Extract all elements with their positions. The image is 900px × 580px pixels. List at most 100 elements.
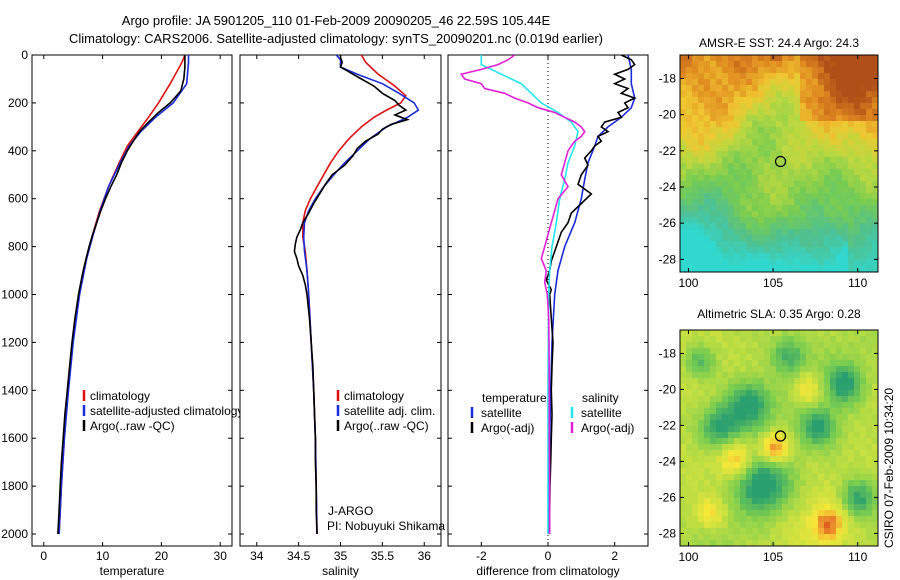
sst-map-cell bbox=[776, 103, 783, 110]
sla-map-cell bbox=[764, 438, 771, 445]
sst-map-cell bbox=[806, 253, 813, 260]
sla-map-cell bbox=[692, 414, 699, 421]
sst-map-cell bbox=[800, 127, 807, 134]
sst-map-cell bbox=[776, 151, 783, 158]
sst-map-cell bbox=[716, 217, 723, 224]
sla-map-cell bbox=[728, 450, 735, 457]
sst-map-cell bbox=[818, 193, 825, 200]
sla-map-cell bbox=[686, 498, 693, 505]
sla-map-cell bbox=[728, 486, 735, 493]
sst-map-cell bbox=[848, 145, 855, 152]
sla-map-cell bbox=[728, 354, 735, 361]
sla-map-cell bbox=[842, 426, 849, 433]
sst-map-cell bbox=[788, 85, 795, 92]
sst-map-cell bbox=[710, 229, 717, 236]
sst-map-cell bbox=[734, 205, 741, 212]
sst-map-cell bbox=[716, 205, 723, 212]
temperature-legend-label: Argo(..raw -QC) bbox=[90, 419, 175, 433]
sla-map-cell bbox=[698, 480, 705, 487]
sst-map-cell bbox=[824, 253, 831, 260]
sla-map-cell bbox=[764, 360, 771, 367]
sla-map-cell bbox=[782, 510, 789, 517]
sst-map-cell bbox=[872, 133, 879, 140]
sst-map-cell bbox=[824, 241, 831, 248]
sla-map-cell bbox=[842, 408, 849, 415]
sst-map-cell bbox=[848, 217, 855, 224]
sst-map-cell bbox=[710, 211, 717, 218]
sla-map-cell bbox=[860, 408, 867, 415]
sst-map-cell bbox=[686, 109, 693, 116]
sst-map-cell bbox=[818, 157, 825, 164]
sst-map-cell bbox=[716, 91, 723, 98]
sst-map-cell bbox=[752, 61, 759, 68]
sla-map-cell bbox=[830, 540, 837, 547]
sst-map-cell bbox=[788, 73, 795, 80]
sst-map-cell bbox=[698, 109, 705, 116]
sst-map-cell bbox=[776, 139, 783, 146]
sst-map-cell bbox=[764, 127, 771, 134]
sst-map-cell bbox=[692, 199, 699, 206]
sst-map-cell bbox=[722, 199, 729, 206]
sla-map-cell bbox=[830, 510, 837, 517]
sst-map-cell bbox=[680, 193, 687, 200]
sla-map-cell bbox=[806, 498, 813, 505]
sla-map-cell bbox=[872, 534, 879, 541]
sst-map-cell bbox=[782, 187, 789, 194]
sst-map-cell bbox=[836, 127, 843, 134]
sst-map-cell bbox=[788, 127, 795, 134]
sla-map-cell bbox=[818, 420, 825, 427]
sst-map-cell bbox=[716, 223, 723, 230]
sst-map-cell bbox=[752, 235, 759, 242]
sla-map-cell bbox=[704, 462, 711, 469]
sst-map-cell bbox=[716, 265, 723, 272]
sla-map-cell bbox=[866, 480, 873, 487]
sst-map-cell bbox=[722, 223, 729, 230]
sst-map-cell bbox=[818, 217, 825, 224]
sst-map-cell bbox=[848, 199, 855, 206]
sla-map-cell bbox=[806, 480, 813, 487]
sst-map-cell bbox=[788, 157, 795, 164]
sst-map-cell bbox=[758, 217, 765, 224]
sla-map-cell bbox=[752, 366, 759, 373]
difference-legend-heading: temperature bbox=[482, 391, 547, 405]
sla-map-cell bbox=[698, 474, 705, 481]
sst-map-cell bbox=[818, 241, 825, 248]
sst-map-cell bbox=[686, 85, 693, 92]
sla-map-cell bbox=[866, 450, 873, 457]
sst-map-cell bbox=[824, 61, 831, 68]
sla-map-cell bbox=[842, 420, 849, 427]
sla-map-cell bbox=[692, 360, 699, 367]
sst-map-cell bbox=[752, 241, 759, 248]
sst-map-cell bbox=[740, 151, 747, 158]
sst-map-cell bbox=[716, 259, 723, 266]
sst-map-cell bbox=[812, 265, 819, 272]
sla-map-cell bbox=[746, 336, 753, 343]
sla-map-cell bbox=[680, 354, 687, 361]
sla-map-cell bbox=[698, 372, 705, 379]
sla-map-cell bbox=[686, 402, 693, 409]
sla-map-cell bbox=[740, 534, 747, 541]
sla-map-cell bbox=[680, 504, 687, 511]
sst-map-cell bbox=[800, 115, 807, 122]
sst-map-cell bbox=[830, 241, 837, 248]
sla-map-cell bbox=[704, 516, 711, 523]
sst-map-cell bbox=[794, 151, 801, 158]
sla-map-cell bbox=[818, 450, 825, 457]
sst-map-cell bbox=[692, 79, 699, 86]
sst-map-cell bbox=[818, 247, 825, 254]
sst-map-cell bbox=[692, 169, 699, 176]
sst-map-cell bbox=[716, 55, 723, 62]
sst-map-cell bbox=[806, 73, 813, 80]
sla-map-cell bbox=[848, 420, 855, 427]
sst-map-cell bbox=[680, 211, 687, 218]
sst-map-cell bbox=[848, 109, 855, 116]
sst-map-cell bbox=[854, 133, 861, 140]
sst-map-cell bbox=[704, 145, 711, 152]
sla-map-cell bbox=[842, 498, 849, 505]
sla-map-cell bbox=[686, 468, 693, 475]
sst-map-cell bbox=[794, 253, 801, 260]
sst-map-cell bbox=[764, 67, 771, 74]
sla-map-cell bbox=[770, 510, 777, 517]
sst-map-frame bbox=[679, 54, 879, 273]
